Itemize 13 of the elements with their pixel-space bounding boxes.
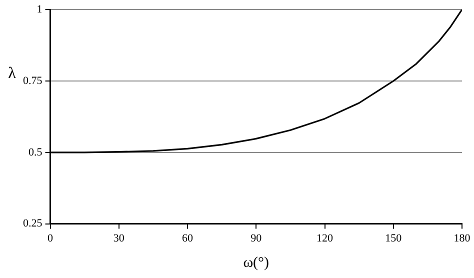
x-tick-label: 180	[454, 232, 471, 244]
x-tick-label: 30	[113, 232, 125, 244]
x-tick-label: 150	[385, 232, 402, 244]
x-tick-label: 120	[316, 232, 334, 244]
y-tick-label: 1	[36, 3, 42, 16]
x-tick-label: 0	[48, 232, 54, 244]
x-axis-title: ω(°)	[243, 254, 270, 271]
y-tick-label: 0.5	[28, 146, 43, 158]
y-tick-label: 0.25	[23, 218, 43, 230]
x-tick-label: 90	[250, 232, 262, 244]
y-axis-title: λ	[8, 65, 16, 82]
y-tick-label: 0.75	[23, 74, 43, 87]
x-tick-label: 60	[182, 232, 194, 244]
